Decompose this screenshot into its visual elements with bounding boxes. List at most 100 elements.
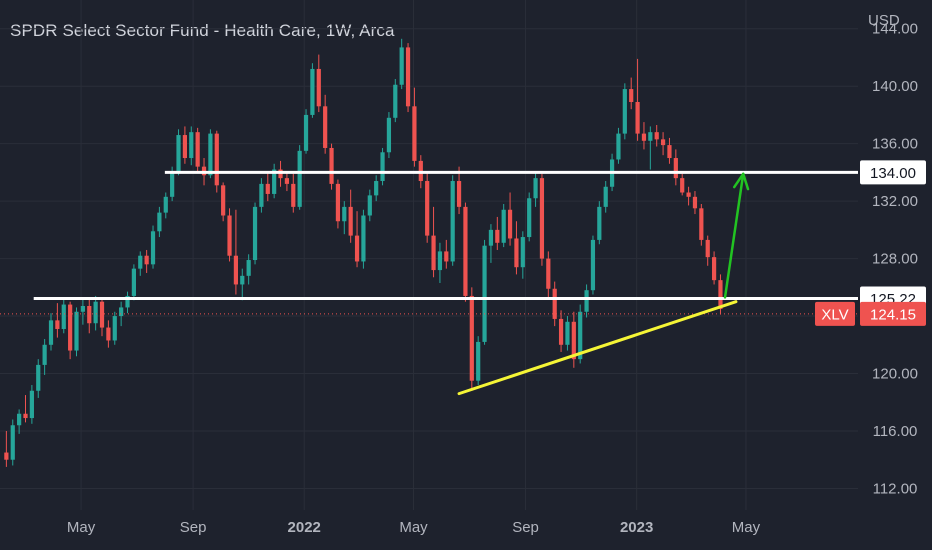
candle-body <box>380 152 385 182</box>
candle-body <box>246 260 251 276</box>
candle-body <box>431 235 436 271</box>
currency-label: USD <box>868 12 900 29</box>
candle-body <box>539 178 545 259</box>
candle-body <box>189 132 194 159</box>
candle-body <box>138 255 143 269</box>
candle-body <box>87 306 92 324</box>
candle-body <box>533 178 538 199</box>
up-arrow-head <box>732 172 750 191</box>
candle-body <box>597 206 602 240</box>
candle-body <box>259 183 264 207</box>
candle-body <box>386 117 392 153</box>
y-tick-label: 132.00 <box>872 193 918 210</box>
candle-body <box>93 301 98 324</box>
candle-body <box>303 114 309 151</box>
candle-body <box>450 181 455 262</box>
candle-body <box>393 84 398 118</box>
x-tick-label: Sep <box>512 519 539 536</box>
candle-body <box>482 245 487 342</box>
y-tick-label: 140.00 <box>872 78 918 95</box>
candle-body <box>119 307 124 317</box>
candle-body <box>437 251 443 271</box>
candle-body <box>667 145 672 159</box>
level-price-label-bg <box>860 160 926 185</box>
candle-body <box>4 452 9 460</box>
level-price-label: 134.00 <box>870 165 916 182</box>
candle-body <box>552 288 557 319</box>
candle-body <box>578 311 583 360</box>
candle-body <box>711 257 717 281</box>
candle-body <box>463 206 468 296</box>
candle-body <box>227 215 232 256</box>
candle-body <box>527 198 532 238</box>
candle-body <box>507 209 513 239</box>
candle-body <box>42 344 47 365</box>
x-tick-label: Sep <box>180 519 207 536</box>
candle-body <box>74 311 79 351</box>
candle-body <box>718 280 723 309</box>
candle-body <box>584 290 589 312</box>
candle-body <box>29 390 34 419</box>
candle-body <box>616 133 621 160</box>
candle-body <box>23 413 28 419</box>
candle-body <box>48 320 54 345</box>
candle-body <box>284 178 290 184</box>
y-tick-label: 144.00 <box>872 21 918 38</box>
drawings <box>33 170 858 396</box>
y-tick-label: 116.00 <box>873 423 918 440</box>
candle-body <box>221 185 226 216</box>
candle-body <box>170 172 175 197</box>
candle-body <box>310 68 315 115</box>
support-trendline <box>457 300 738 396</box>
grid <box>0 0 858 510</box>
candle-body <box>131 268 136 296</box>
candle-body <box>476 341 481 381</box>
candle-body <box>208 133 213 176</box>
candle-body <box>622 89 627 134</box>
chart-title: SPDR Select Sector Fund - Health Care, 1… <box>10 21 395 40</box>
candle-body <box>176 135 181 173</box>
candle-body <box>673 158 678 179</box>
symbol-tag-bg <box>815 301 855 326</box>
candle-body <box>641 133 647 141</box>
candle-body <box>214 133 219 186</box>
candle-body <box>514 238 519 268</box>
symbol-tag: XLV <box>821 306 848 323</box>
candle-body <box>150 231 156 265</box>
candle-body <box>17 413 22 426</box>
candle-body <box>648 132 653 141</box>
candle-body <box>399 47 404 85</box>
candle-body <box>469 295 474 381</box>
candle-body <box>195 132 200 167</box>
x-tick-label: May <box>399 519 428 536</box>
candle-body <box>272 169 277 194</box>
candle-body <box>686 192 691 197</box>
candle-body <box>680 178 685 193</box>
candle-body <box>240 275 245 285</box>
candle-body <box>565 321 570 345</box>
candle-body <box>61 304 66 329</box>
candles <box>4 38 723 467</box>
candle-body <box>520 237 525 268</box>
candle-body <box>501 209 506 243</box>
candle-body <box>80 306 85 312</box>
candle-body <box>699 208 704 240</box>
candle-body <box>329 147 334 184</box>
candle-body <box>125 295 130 308</box>
candle-body <box>182 135 187 159</box>
candle-body <box>705 239 710 258</box>
candle-body <box>163 196 168 213</box>
x-tick-label: 2022 <box>288 519 321 536</box>
candle-body <box>316 68 321 107</box>
candle-body <box>323 106 328 148</box>
y-tick-label: 120.00 <box>872 366 918 383</box>
last-price-label: 124.15 <box>870 306 916 323</box>
candle-body <box>590 239 596 291</box>
y-tick-label: 136.00 <box>872 136 918 153</box>
y-tick-label: 128.00 <box>872 251 918 268</box>
candle-body <box>144 255 149 265</box>
candle-body <box>558 318 564 345</box>
candle-body <box>405 47 411 107</box>
candle-body <box>495 229 500 243</box>
